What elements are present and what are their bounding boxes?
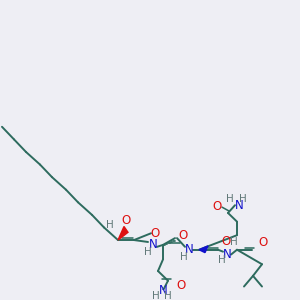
Polygon shape [118, 226, 128, 240]
Text: H: H [226, 194, 234, 204]
Text: O: O [221, 236, 231, 248]
Text: H: H [239, 194, 247, 204]
Text: N: N [235, 199, 243, 212]
Text: O: O [258, 236, 268, 250]
Text: O: O [178, 229, 188, 242]
Text: N: N [148, 238, 158, 251]
Text: O: O [122, 214, 130, 227]
Text: H: H [106, 220, 114, 230]
Text: H: H [164, 291, 172, 300]
Text: H: H [230, 237, 238, 247]
Text: N: N [159, 284, 167, 297]
Text: N: N [223, 248, 231, 261]
Text: H: H [144, 247, 152, 257]
Text: H: H [218, 255, 226, 266]
Text: H: H [152, 291, 160, 300]
Text: O: O [176, 279, 186, 292]
Text: H: H [180, 251, 188, 262]
Polygon shape [199, 246, 208, 253]
Text: O: O [212, 200, 222, 213]
Text: O: O [150, 227, 160, 240]
Text: N: N [184, 243, 194, 256]
